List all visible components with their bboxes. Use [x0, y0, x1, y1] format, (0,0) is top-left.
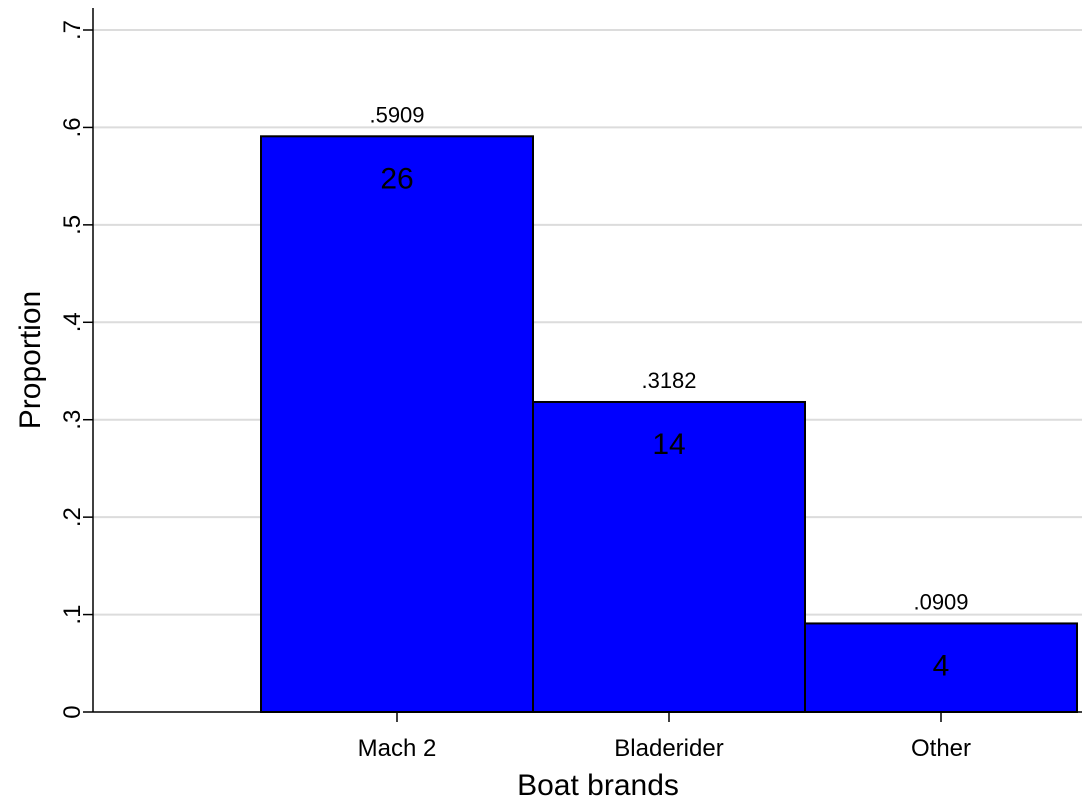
bar-count-label: 14: [652, 428, 685, 461]
x-tick-label: Other: [911, 735, 971, 762]
y-tick-label: .1: [59, 605, 86, 625]
y-tick-label: .4: [59, 312, 86, 332]
bar-value-label: .5909: [369, 102, 424, 127]
bar: [804, 622, 1078, 714]
y-tick-label: .5: [59, 215, 86, 235]
bar-value-label: .3182: [641, 368, 696, 393]
bars: .5909 26 .3182 14 .0909 4: [260, 102, 1078, 714]
y-tick-label: 0: [59, 705, 86, 718]
y-ticks: 0 .1 .2 .3 .4 .5 .6 .7: [59, 20, 93, 719]
x-tick-label: Mach 2: [358, 735, 437, 762]
x-axis-label: Boat brands: [517, 769, 679, 802]
y-tick-label: .7: [59, 20, 86, 40]
y-tick-label: .2: [59, 507, 86, 527]
bar-count-label: 4: [933, 649, 950, 682]
bar-value-label: .0909: [913, 589, 968, 614]
y-axis-label: Proportion: [14, 291, 47, 429]
bar: [260, 135, 534, 714]
x-tick-label: Bladerider: [614, 735, 723, 762]
x-ticks: Mach 2 Bladerider Other: [358, 712, 971, 762]
y-tick-label: .3: [59, 410, 86, 430]
axes: [92, 8, 1082, 713]
bar-count-label: 26: [380, 162, 413, 195]
y-tick-label: .6: [59, 117, 86, 137]
